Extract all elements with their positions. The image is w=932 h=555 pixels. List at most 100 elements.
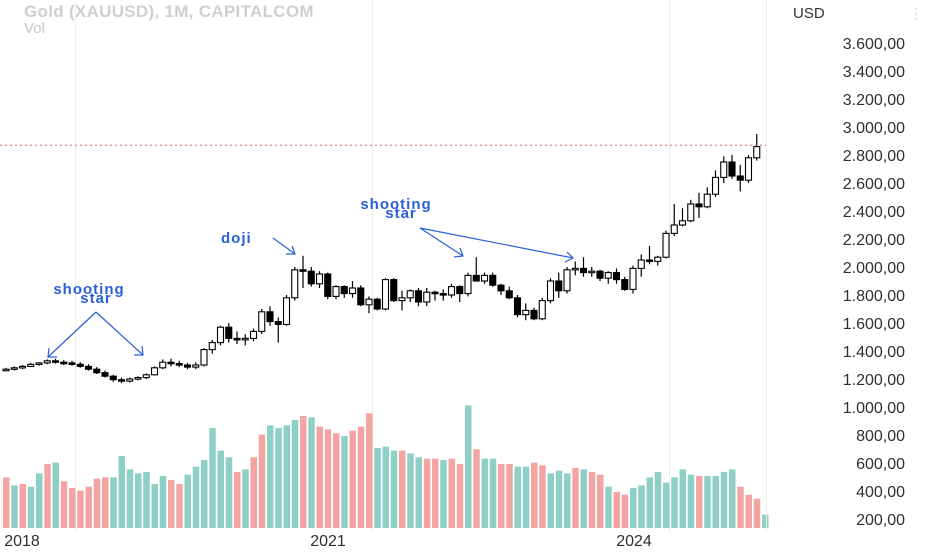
volume-bar [85, 486, 92, 528]
volume-bar [192, 466, 200, 528]
candle-body [84, 365, 93, 370]
candle-body [93, 368, 101, 374]
annotation-arrow-left-b [95, 311, 144, 356]
volume-bar [267, 425, 274, 528]
candle-body [76, 363, 84, 367]
candle-body [439, 293, 447, 296]
candle-body [183, 364, 192, 368]
more-options-icon[interactable]: · · · [914, 1, 918, 25]
candle-body [27, 363, 35, 367]
currency-label[interactable]: USD [793, 5, 825, 22]
volume-bar [720, 472, 728, 528]
volume-bar [209, 428, 216, 528]
volume-bar [52, 462, 59, 528]
candle-body [736, 175, 744, 181]
price-axis-separator [766, 0, 767, 532]
volume-bar [77, 490, 84, 528]
volume-bar [555, 470, 563, 528]
candle-body [489, 274, 497, 286]
candle-body [513, 297, 522, 316]
annotation-arrowhead-left-a [47, 347, 57, 358]
volume-bar [696, 476, 703, 528]
candle-body [142, 374, 150, 379]
price-tick-label: 3.600,00 [843, 36, 905, 53]
volume-bar [704, 476, 711, 528]
candle-body [753, 146, 761, 159]
candle-body [678, 220, 687, 226]
candle-body [150, 367, 159, 376]
price-axis[interactable]: 200,00 400,00 600,00 800,00 1.000,00 1.200,00… [843, 36, 905, 529]
volume-bar [399, 450, 406, 528]
volume-label: Vol [24, 20, 45, 37]
candle-body [447, 286, 456, 296]
price-tick-label: 1.600,00 [843, 316, 905, 333]
volume-bar [176, 484, 183, 528]
candle-body [365, 298, 373, 306]
volume-bar [407, 453, 414, 528]
candle-body [728, 161, 736, 177]
volume-bar [316, 426, 323, 528]
volume-bar [531, 462, 538, 528]
candle-body [266, 311, 274, 323]
candle-body [546, 280, 555, 302]
candle-body [588, 270, 596, 274]
volume-bar [729, 469, 736, 528]
candle-body [670, 224, 678, 234]
candle-body [60, 361, 68, 365]
volume-bar [275, 428, 282, 528]
candle-body [51, 360, 60, 363]
annotation-shooting-star-left-line2: star [80, 290, 112, 307]
volume-bar [143, 472, 150, 528]
volume-bar [341, 436, 348, 528]
volume-bar [415, 457, 422, 528]
volume-bar [118, 456, 125, 528]
volume-bar [712, 476, 719, 528]
candle-body [175, 363, 183, 366]
candle-body [538, 300, 546, 320]
volume-bar [498, 464, 505, 528]
candle-body [612, 272, 621, 281]
annotation-arrow-mid-b [419, 227, 574, 259]
time-tick-label: 2021 [310, 533, 346, 550]
volume-bar [481, 458, 488, 528]
candle-body [68, 362, 76, 365]
candle-body [208, 342, 216, 351]
candle-body [241, 337, 249, 341]
volume-bar [679, 469, 686, 528]
time-axis[interactable]: 2018 2021 2024 [4, 533, 652, 550]
volume-bar [300, 416, 307, 528]
volume-bar [473, 449, 480, 528]
candle-body [159, 361, 167, 369]
volume-bar [564, 473, 571, 528]
volume-bar [250, 457, 257, 528]
candle-body [373, 298, 381, 310]
volume-bar [184, 474, 191, 528]
candle-body [398, 297, 406, 302]
volume-bar [605, 486, 612, 528]
annotations: shooting star doji shooting star [47, 196, 575, 358]
price-tick-label: 1.800,00 [843, 288, 905, 305]
candle-body [472, 274, 480, 282]
price-tick-label: 2.000,00 [843, 260, 905, 277]
candle-body [381, 279, 390, 310]
candle-body [126, 378, 134, 382]
volume-bar [654, 472, 662, 528]
candle-body [2, 368, 10, 372]
volume-bar [93, 478, 101, 528]
candle-body [258, 311, 266, 332]
volume-bar [3, 477, 10, 528]
volume-bar [36, 473, 43, 528]
volume-bar [762, 514, 769, 528]
volume-bar [597, 474, 604, 528]
time-tick-label: 2024 [616, 533, 652, 550]
candle-body [340, 286, 348, 295]
volume-bar [506, 464, 513, 528]
volume-bar [456, 464, 464, 528]
candle-body [711, 176, 720, 195]
candle-body [414, 290, 423, 303]
volume-bar [126, 469, 134, 528]
candle-body [18, 365, 27, 369]
candle-body [480, 274, 489, 282]
volume-bar [225, 457, 233, 528]
